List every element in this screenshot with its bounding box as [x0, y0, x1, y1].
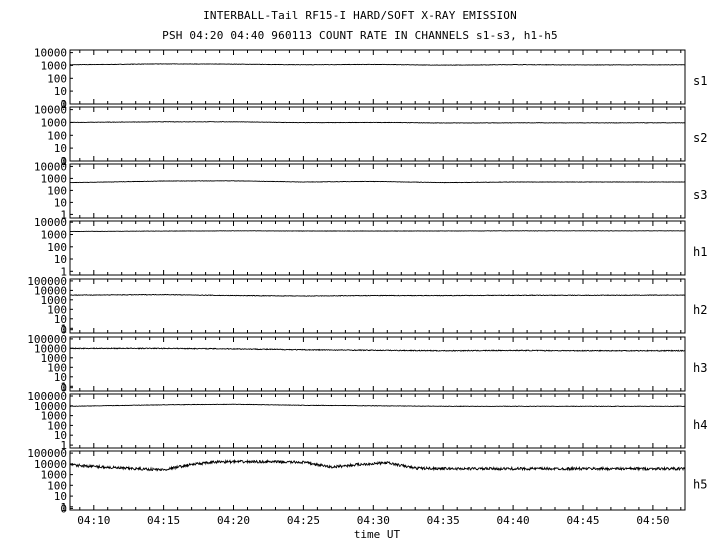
x-tick-label: 04:50: [636, 514, 669, 527]
channel-label-h3: h3: [693, 361, 707, 375]
y-tick-label: 100: [47, 361, 67, 374]
x-tick-label: 04:35: [427, 514, 460, 527]
panel-frame: [69, 163, 686, 219]
x-tick-label: 04:15: [147, 514, 180, 527]
x-tick-label: 04:45: [566, 514, 599, 527]
y-tick-label: 10000: [34, 458, 67, 471]
x-tick-label: 04:25: [287, 514, 320, 527]
y-tick-label: 100: [47, 241, 67, 254]
panel-frame: [69, 393, 686, 449]
y-tick-label: 0: [60, 98, 67, 111]
y-tick-label: 0: [60, 382, 67, 395]
series-line-h1: [69, 230, 686, 233]
panel-frame: [69, 220, 686, 276]
y-tick-label: 100: [47, 129, 67, 142]
y-tick-label: 100: [47, 419, 67, 432]
y-tick-label: 0: [60, 502, 67, 515]
panel-frame: [69, 278, 686, 334]
x-tick-label: 04:40: [497, 514, 530, 527]
y-tick-label: 100: [47, 184, 67, 197]
y-tick-label: 10: [54, 142, 67, 155]
series-line-s2: [69, 121, 686, 124]
y-tick-label: 10: [54, 85, 67, 98]
series-line-h3: [69, 347, 686, 353]
y-tick-label: 1000: [41, 352, 68, 365]
y-tick-label: 1000: [41, 59, 68, 72]
panel-frame: [69, 336, 686, 392]
y-tick-label: 10000: [34, 104, 67, 117]
y-tick-label: 1000: [41, 469, 68, 482]
y-tick-label: 10000: [34, 342, 67, 355]
y-tick-label: 10: [54, 490, 67, 503]
y-tick-label: 10000: [34, 160, 67, 173]
y-tick-label: 0: [60, 155, 67, 168]
chart-title: INTERBALL-Tail RF15-I HARD/SOFT X-RAY EM…: [203, 9, 517, 22]
y-tick-label: 100: [47, 72, 67, 85]
channel-label-s1: s1: [693, 74, 707, 88]
y-tick-label: 1000: [41, 116, 68, 129]
y-tick-label: 1: [60, 155, 67, 168]
y-tick-label: 1: [60, 265, 67, 278]
channel-label-h2: h2: [693, 303, 707, 317]
channel-label-h5: h5: [693, 478, 707, 492]
x-tick-label: 04:20: [217, 514, 250, 527]
series-line-h2: [69, 293, 685, 297]
channel-label-s3: s3: [693, 188, 707, 202]
y-tick-label: 10: [54, 253, 67, 266]
y-tick-label: 1: [60, 208, 67, 221]
panel-frame: [69, 450, 686, 511]
series-line-s1: [69, 63, 686, 66]
chart-subtitle: PSH 04:20 04:40 960113 COUNT RATE IN CHA…: [162, 29, 558, 42]
series-line-s3: [69, 180, 686, 184]
y-tick-label: 10: [54, 196, 67, 209]
panel-frame: [69, 49, 686, 105]
y-tick-label: 100: [47, 303, 67, 316]
y-tick-label: 1000: [41, 410, 68, 423]
y-tick-label: 10: [54, 429, 67, 442]
y-tick-label: 1000: [41, 172, 68, 185]
y-tick-label: 1: [60, 98, 67, 111]
y-tick-label: 10000: [34, 284, 67, 297]
panel-frame: [69, 106, 686, 162]
y-tick-label: 1: [60, 439, 67, 452]
series-line-h5: [69, 458, 686, 472]
y-tick-label: 1000: [41, 294, 68, 307]
series-line-h4: [69, 403, 685, 408]
x-tick-label: 04:30: [357, 514, 390, 527]
channel-label-h4: h4: [693, 418, 707, 432]
y-tick-label: 0: [60, 324, 67, 337]
y-tick-label: 10000: [34, 216, 67, 229]
y-tick-label: 100000: [27, 390, 67, 403]
channel-label-h1: h1: [693, 245, 707, 259]
y-tick-label: 100000: [27, 447, 67, 460]
y-tick-label: 100000: [27, 275, 67, 288]
channel-label-s2: s2: [693, 131, 707, 145]
y-tick-label: 1000: [41, 229, 68, 242]
y-tick-label: 1: [60, 380, 67, 393]
y-tick-label: 10: [54, 371, 67, 384]
y-tick-label: 10: [54, 313, 67, 326]
y-tick-label: 1: [60, 501, 67, 514]
x-tick-label: 04:10: [77, 514, 110, 527]
y-tick-label: 10000: [34, 400, 67, 413]
y-tick-label: 100: [47, 479, 67, 492]
y-tick-label: 100000: [27, 333, 67, 346]
x-axis-label: time UT: [354, 528, 401, 541]
y-tick-label: 10000: [34, 47, 67, 60]
y-tick-label: 1: [60, 322, 67, 335]
